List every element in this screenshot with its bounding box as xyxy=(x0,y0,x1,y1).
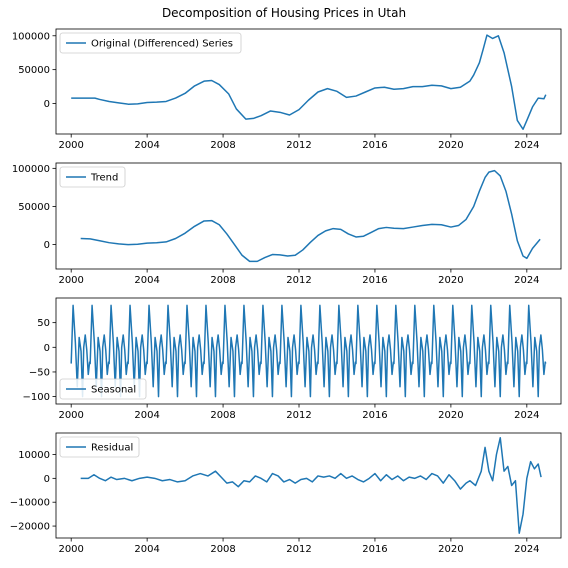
x-tick-label: 2020 xyxy=(438,140,463,151)
x-tick-label: 2000 xyxy=(58,140,83,151)
axes-frame-original xyxy=(55,28,562,135)
y-tick-label: −20000 xyxy=(10,522,50,533)
y-tick-label: 0 xyxy=(44,474,50,485)
figure-title: Decomposition of Housing Prices in Utah xyxy=(162,6,406,20)
legend-original: Original (Differenced) Series xyxy=(59,32,242,54)
x-tick-label: 2012 xyxy=(286,410,311,421)
legend-label: Seasonal xyxy=(91,385,136,396)
x-tick-label: 2020 xyxy=(438,275,463,286)
y-tick-label: −10000 xyxy=(10,498,50,509)
panel-seasonal: 2000 2004 2008 2012 2016 2020 2024 −100 −50 0 50 Se… xyxy=(23,297,562,421)
y-tick-label: 50000 xyxy=(18,202,50,213)
x-tick-label: 2008 xyxy=(210,410,235,421)
x-tick-label: 2004 xyxy=(134,140,159,151)
legend-seasonal: Seasonal xyxy=(59,378,147,400)
x-tick-label: 2008 xyxy=(210,275,235,286)
y-tick-label: 0 xyxy=(44,240,50,251)
y-tick-label: 50000 xyxy=(18,65,50,76)
x-tick-label: 2012 xyxy=(286,275,311,286)
panel-trend: 2000 2004 2008 2012 2016 2020 2024 0 50000 100000… xyxy=(12,162,562,286)
x-tick-label: 2004 xyxy=(134,275,159,286)
axes-frame-residual xyxy=(55,432,562,539)
x-tick-label: 2024 xyxy=(514,275,539,286)
legend-residual: Residual xyxy=(59,436,140,458)
series-line-trend xyxy=(80,169,541,263)
x-tick-label: 2024 xyxy=(514,140,539,151)
y-tick-label: −50 xyxy=(29,367,50,378)
y-tick-label: 10000 xyxy=(18,450,50,461)
x-tick-label: 2024 xyxy=(514,544,539,555)
x-tick-label: 2012 xyxy=(286,140,311,151)
legend-trend: Trend xyxy=(59,166,126,188)
legend-label: Residual xyxy=(91,443,133,454)
y-tick-label: 50 xyxy=(37,318,50,329)
axes-frame-trend xyxy=(55,162,562,270)
x-tick-label: 2016 xyxy=(362,544,387,555)
y-tick-label: 100000 xyxy=(12,164,50,175)
x-tick-label: 2004 xyxy=(134,544,159,555)
legend-label: Original (Differenced) Series xyxy=(91,39,233,50)
series-line-residual xyxy=(80,437,542,534)
x-tick-label: 2004 xyxy=(134,410,159,421)
x-tick-label: 2000 xyxy=(58,275,83,286)
series-line-seasonal xyxy=(70,304,547,398)
y-tick-label: −100 xyxy=(23,392,50,403)
y-tick-label: 100000 xyxy=(12,31,50,42)
x-tick-label: 2008 xyxy=(210,544,235,555)
x-tick-label: 2016 xyxy=(362,140,387,151)
y-tick-label: 0 xyxy=(44,343,50,354)
x-tick-label: 2008 xyxy=(210,140,235,151)
series-line-original xyxy=(71,34,547,131)
y-tick-label: 0 xyxy=(44,99,50,110)
panel-residual: 2000 2004 2008 2012 2016 2020 2024 −20000 −10000… xyxy=(10,432,562,555)
x-tick-label: 2000 xyxy=(58,544,83,555)
x-tick-label: 2020 xyxy=(438,410,463,421)
x-tick-label: 2024 xyxy=(514,410,539,421)
x-tick-label: 2012 xyxy=(286,544,311,555)
x-tick-label: 2016 xyxy=(362,410,387,421)
x-tick-label: 2020 xyxy=(438,544,463,555)
x-tick-label: 2000 xyxy=(58,410,83,421)
panel-original-series: 2000 2004 2008 2012 2016 2020 2024 0 50000 100000… xyxy=(12,28,562,151)
axes-frame-seasonal xyxy=(55,297,562,405)
x-tick-label: 2016 xyxy=(362,275,387,286)
legend-label: Trend xyxy=(90,173,118,184)
